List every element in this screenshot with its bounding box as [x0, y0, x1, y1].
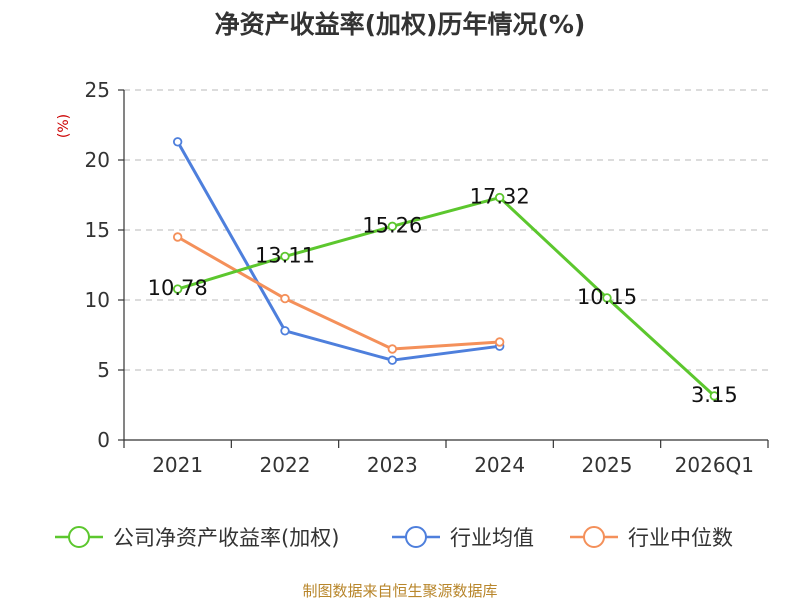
y-axis-unit-label: (%): [56, 114, 72, 138]
y-tick-label-25: 25: [85, 78, 110, 102]
chart-title: 净资产收益率(加权)历年情况(%): [215, 10, 586, 39]
data-label-2022: 13.11: [255, 243, 315, 267]
point-s1-2023: [387, 355, 398, 365]
point-s2-2021: [172, 232, 183, 242]
legend-label-2: 行业中位数: [628, 526, 733, 550]
series-group: [172, 137, 720, 401]
data-label-2026Q1: 3.15: [691, 383, 738, 407]
y-tick-label-20: 20: [85, 148, 110, 172]
data-label-2021: 10.78: [148, 276, 208, 300]
series-line-0: [176, 196, 716, 398]
point-s1-2022: [280, 326, 290, 336]
legend-label-0: 公司净资产收益率(加权): [113, 526, 339, 550]
x-tick-label-2026Q1: 2026Q1: [675, 453, 754, 477]
series-line-1: [176, 140, 502, 362]
legend-marker-1: [405, 526, 427, 548]
y-tick-label-0: 0: [97, 428, 110, 452]
point-s2-2023: [387, 344, 398, 354]
data-label-2023: 15.26: [362, 213, 422, 237]
x-tick-label-2021: 2021: [152, 453, 203, 477]
data-label-2025: 10.15: [577, 285, 637, 309]
point-s0-2021: [172, 284, 183, 294]
point-s1-2021: [172, 137, 183, 147]
x-tick-label-2025: 2025: [582, 453, 633, 477]
data-label-2024: 17.32: [470, 185, 530, 209]
x-tick-label-2022: 2022: [260, 453, 311, 477]
legend-marker-2: [583, 526, 605, 548]
y-tick-label-5: 5: [97, 358, 110, 382]
data-labels: 10.78 13.11 15.26 17.32 10.15 3.15: [148, 185, 738, 407]
y-tick-label-15: 15: [85, 218, 110, 242]
gridlines: [124, 89, 768, 371]
point-s2-2022: [280, 293, 290, 304]
point-s0-2026Q1: [709, 391, 720, 401]
point-s0-2024: [494, 192, 505, 203]
point-s0-2023: [387, 221, 398, 232]
point-s2-2024: [494, 337, 505, 347]
legend-label-1: 行业均值: [450, 526, 534, 550]
point-s0-2022: [280, 251, 290, 262]
legend: 公司净资产收益率(加权) 行业均值 行业中位数: [55, 526, 733, 550]
source-note: 制图数据来自恒生聚源数据库: [302, 582, 497, 600]
series-line-2: [176, 235, 502, 351]
x-tick-label-2023: 2023: [367, 453, 418, 477]
y-tick-label-10: 10: [85, 288, 110, 312]
point-s0-2025: [602, 293, 612, 303]
x-tick-label-2024: 2024: [474, 453, 525, 477]
legend-marker-0: [68, 526, 90, 548]
